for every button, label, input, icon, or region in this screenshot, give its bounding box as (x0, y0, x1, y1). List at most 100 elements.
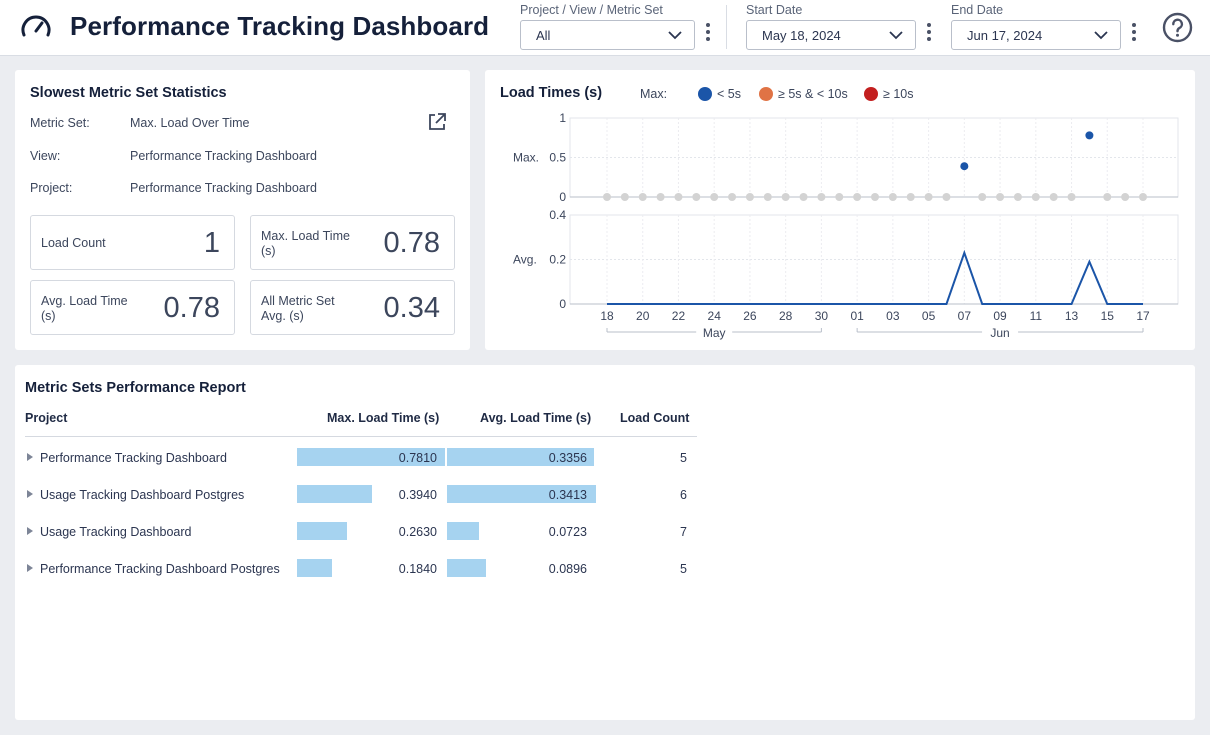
report-title: Metric Sets Performance Report (25, 380, 246, 396)
kpi-label: Avg. Load Time (s) (41, 294, 128, 323)
avg-load-bar (447, 522, 479, 540)
start-date-menu-icon[interactable] (926, 23, 932, 43)
panel-label: Avg. (513, 253, 537, 267)
start-date-select[interactable]: May 18, 2024 (746, 20, 916, 50)
row-project-name: Performance Tracking Dashboard Postgres (40, 562, 280, 576)
start-date-value: May 18, 2024 (762, 28, 841, 43)
empty-point (638, 193, 647, 201)
kpi-load-count: Load Count 1 (30, 215, 235, 270)
kpi-all-metric-set-avg: All Metric Set Avg. (s) 0.34 (250, 280, 455, 335)
project-filter-label: Project / View / Metric Set (520, 3, 663, 17)
chart-title: Load Times (s) (500, 85, 603, 101)
load-count-value: 5 (680, 562, 687, 576)
project-filter-value: All (536, 28, 551, 43)
avg-load-value: 0.0896 (548, 562, 587, 576)
empty-point (835, 193, 844, 201)
empty-point (674, 193, 683, 201)
x-tick-label: 22 (672, 309, 686, 323)
y-tick-label: 1 (559, 111, 566, 125)
empty-point (817, 193, 826, 201)
max-load-value: 0.2630 (398, 525, 437, 539)
y-tick-label: 0 (559, 297, 566, 311)
end-date-select[interactable]: Jun 17, 2024 (951, 20, 1121, 50)
max-load-value: 0.1840 (398, 562, 437, 576)
row-project-name: Usage Tracking Dashboard (40, 525, 192, 539)
x-tick-label: 18 (600, 309, 614, 323)
empty-point (620, 193, 629, 201)
legend-swatch-icon (759, 87, 773, 101)
help-icon[interactable] (1162, 12, 1193, 43)
project-key: Project: (30, 181, 73, 195)
expand-caret-icon[interactable] (27, 564, 33, 572)
y-tick-label: 0.5 (549, 151, 566, 165)
header-divider (726, 5, 727, 49)
empty-point (853, 193, 862, 201)
table-row[interactable]: Usage Tracking Dashboard 0.2630 0.0723 7 (25, 518, 697, 555)
table-row[interactable]: Performance Tracking Dashboard 0.7810 0.33… (25, 444, 697, 481)
view-value: Performance Tracking Dashboard (130, 149, 317, 163)
project-filter-select[interactable]: All (520, 20, 695, 50)
expand-caret-icon[interactable] (27, 490, 33, 498)
x-tick-label: 03 (886, 309, 900, 323)
kpi-label: Max. Load Time (s) (261, 229, 350, 258)
column-header-load-count[interactable]: Load Count (620, 411, 690, 425)
expand-caret-icon[interactable] (27, 453, 33, 461)
month-label: May (703, 326, 726, 340)
empty-point (603, 193, 611, 201)
y-tick-label: 0.2 (549, 253, 566, 267)
row-project-name: Usage Tracking Dashboard Postgres (40, 488, 245, 502)
empty-point (888, 193, 897, 201)
legend-title: Max: (640, 87, 667, 101)
open-external-icon[interactable] (427, 112, 447, 132)
empty-point (1031, 193, 1040, 201)
month-label-bg (982, 326, 1019, 338)
project-value: Performance Tracking Dashboard (130, 181, 317, 195)
project-filter-menu-icon[interactable] (705, 23, 711, 43)
column-header-max-load[interactable]: Max. Load Time (s) (327, 411, 440, 425)
end-date-menu-icon[interactable] (1131, 23, 1137, 43)
table-row[interactable]: Usage Tracking Dashboard Postgres 0.3940 0… (25, 481, 697, 518)
x-tick-label: 20 (636, 309, 650, 323)
empty-point (692, 193, 701, 201)
kpi-max-load-time: Max. Load Time (s) 0.78 (250, 215, 455, 270)
load-count-value: 6 (680, 488, 687, 502)
slowest-metric-set-card: Slowest Metric Set Statistics Metric Set… (15, 70, 470, 350)
legend-label: ≥ 10s (883, 87, 914, 101)
empty-point (799, 193, 808, 201)
table-row[interactable]: Performance Tracking Dashboard Postgres 0… (25, 555, 697, 592)
empty-point (781, 193, 790, 201)
empty-point (656, 193, 665, 201)
legend-label: ≥ 5s & < 10s (778, 87, 848, 101)
empty-point (871, 193, 879, 201)
avg-load-bar (447, 559, 486, 577)
column-header-avg-load[interactable]: Avg. Load Time (s) (480, 411, 592, 425)
avg-load-value: 0.3356 (548, 451, 587, 465)
chevron-down-icon (1094, 31, 1108, 40)
x-tick-label: 24 (708, 309, 722, 323)
panel-label: Max. (513, 151, 539, 165)
month-label-bg (696, 326, 733, 338)
kpi-value: 0.78 (163, 292, 220, 324)
empty-point (1067, 193, 1076, 201)
avg-series-line (607, 249, 1143, 305)
empty-point (924, 193, 933, 201)
end-date-value: Jun 17, 2024 (967, 28, 1043, 43)
empty-point (906, 193, 915, 201)
x-tick-label: 17 (1136, 309, 1150, 323)
x-tick-label: 11 (1030, 309, 1043, 323)
load-times-chart: Max: < 5s ≥ 5s & < 10s ≥ 10s 1 0.5 0 Max. 0.4 0.2… (513, 87, 1179, 340)
column-header-project[interactable]: Project (25, 411, 68, 425)
gauge-icon (21, 15, 51, 37)
kpi-avg-load-time: Avg. Load Time (s) 0.78 (30, 280, 235, 335)
empty-point (942, 193, 951, 201)
expand-caret-icon[interactable] (27, 527, 33, 535)
max-load-bar (297, 485, 372, 503)
table-divider (25, 436, 697, 437)
chevron-down-icon (889, 31, 903, 40)
y-tick-label: 0 (559, 190, 566, 204)
avg-load-bar (447, 448, 594, 466)
load-times-card: Load Times (s) Max: < 5s ≥ 5s & < 10s ≥ 10s… (485, 70, 1195, 350)
start-date-label: Start Date (746, 3, 803, 17)
x-tick-label: 28 (779, 309, 793, 323)
max-load-value: 0.3940 (398, 488, 437, 502)
